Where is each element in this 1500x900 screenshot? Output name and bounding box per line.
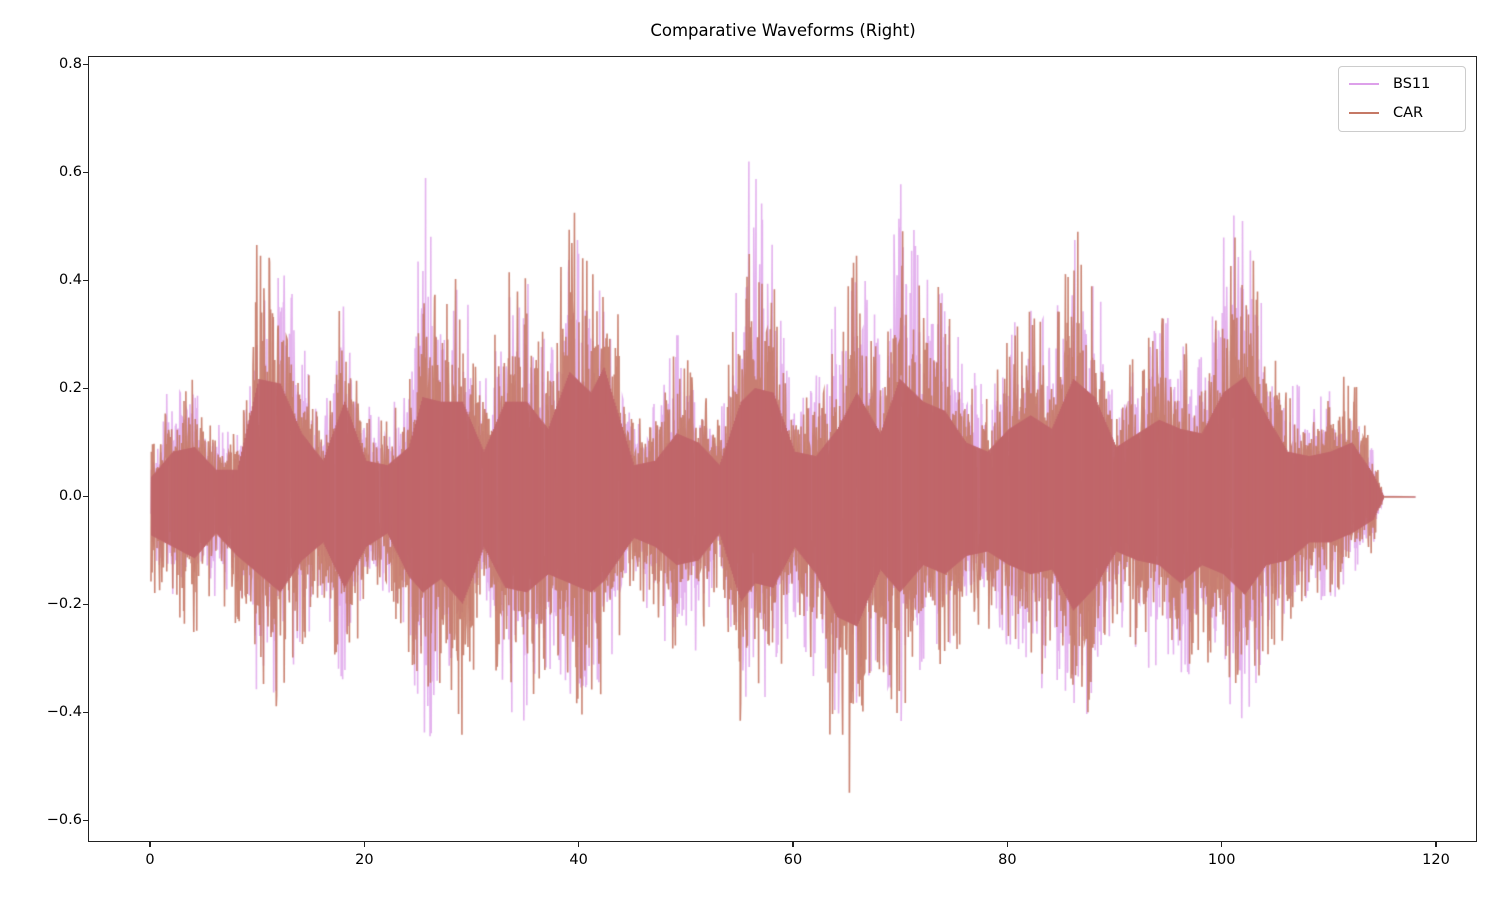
y-tick-label: 0.0 xyxy=(58,488,82,504)
y-tick-label: 0.2 xyxy=(58,380,82,396)
x-tick xyxy=(1006,842,1008,847)
x-tick xyxy=(149,842,151,847)
y-tick-label: 0.6 xyxy=(58,164,82,180)
y-tick xyxy=(83,604,88,606)
x-tick xyxy=(363,842,365,847)
y-tick-label: −0.4 xyxy=(46,704,82,720)
y-tick xyxy=(83,496,88,498)
x-tick-label: 40 xyxy=(569,852,588,868)
y-tick xyxy=(83,388,88,390)
y-tick xyxy=(83,64,88,66)
waveform-canvas xyxy=(89,57,1478,843)
legend-item-car: CAR xyxy=(1349,103,1423,123)
x-tick-label: 60 xyxy=(783,852,803,868)
x-tick-label: 100 xyxy=(1207,852,1236,868)
y-tick xyxy=(83,280,88,282)
y-tick-label: −0.6 xyxy=(46,812,82,828)
x-tick-label: 20 xyxy=(355,852,374,868)
x-tick-label: 120 xyxy=(1422,852,1450,868)
legend-label-car: CAR xyxy=(1393,105,1424,121)
plot-area xyxy=(88,56,1478,843)
legend-label-bs11: BS11 xyxy=(1393,76,1431,92)
legend-swatch-car xyxy=(1349,112,1379,114)
x-tick xyxy=(792,842,794,847)
x-tick xyxy=(1221,842,1223,847)
x-tick-label: 0 xyxy=(145,852,155,868)
y-tick xyxy=(83,172,88,174)
y-tick xyxy=(83,820,88,822)
x-tick xyxy=(1435,842,1437,847)
legend-item-bs11: BS11 xyxy=(1349,74,1430,94)
legend: BS11 CAR xyxy=(1338,66,1466,132)
y-tick-label: 0.4 xyxy=(58,272,82,288)
chart-title: Comparative Waveforms (Right) xyxy=(650,21,916,40)
y-tick-label: −0.2 xyxy=(46,596,82,612)
x-tick-label: 80 xyxy=(998,852,1017,868)
y-tick xyxy=(83,712,88,714)
legend-swatch-bs11 xyxy=(1349,83,1379,85)
x-tick xyxy=(578,842,580,847)
y-tick-label: 0.8 xyxy=(58,56,82,72)
